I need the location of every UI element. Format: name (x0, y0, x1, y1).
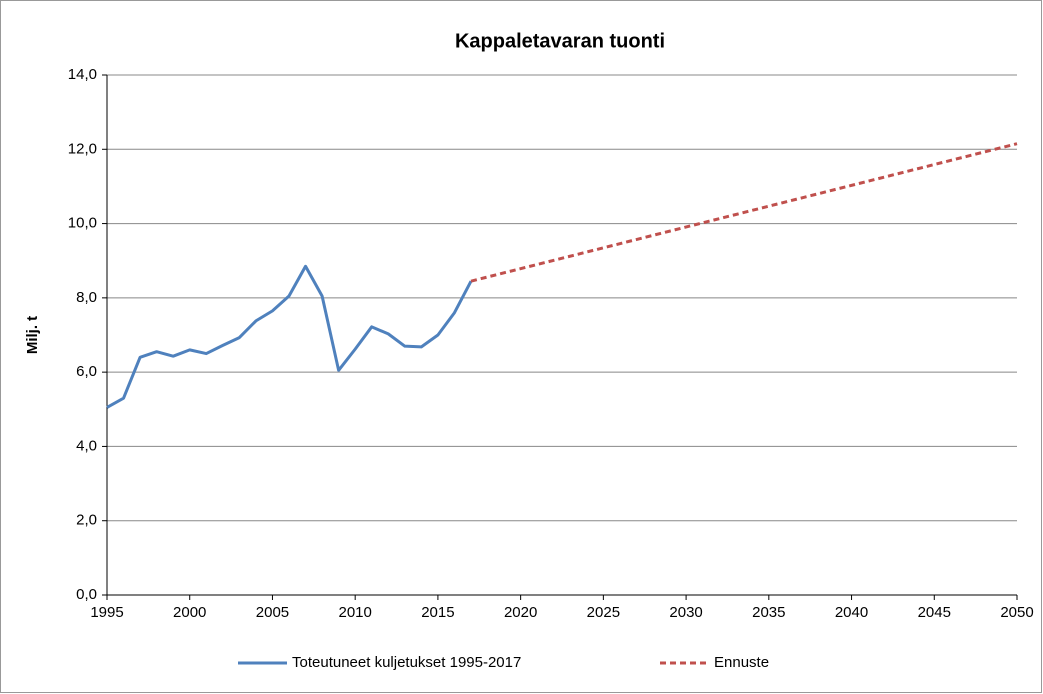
x-tick-label: 2025 (587, 604, 620, 621)
y-tick-label: 8,0 (76, 289, 97, 306)
y-tick-label: 6,0 (76, 363, 97, 380)
y-tick-label: 4,0 (76, 437, 97, 454)
x-tick-label: 2040 (835, 604, 868, 621)
chart-title: Kappaletavaran tuonti (455, 30, 665, 52)
y-tick-label: 12,0 (68, 140, 97, 157)
x-tick-label: 2005 (256, 604, 289, 621)
series-line (106, 264, 473, 409)
y-tick-label: 2,0 (76, 512, 97, 529)
x-tick-label: 2045 (918, 604, 951, 621)
x-tick-label: 1995 (90, 604, 123, 621)
y-tick-label: 10,0 (68, 215, 97, 232)
y-axis-label: Milj. t (24, 316, 41, 354)
legend-label: Toteutuneet kuljetukset 1995-2017 (292, 654, 521, 671)
series-line (470, 142, 1018, 283)
x-tick-label: 2000 (173, 604, 206, 621)
y-tick-label: 14,0 (68, 66, 97, 83)
x-tick-label: 2050 (1000, 604, 1033, 621)
x-tick-label: 2010 (338, 604, 371, 621)
x-tick-label: 2030 (669, 604, 702, 621)
y-tick-label: 0,0 (76, 586, 97, 603)
x-tick-label: 2035 (752, 604, 785, 621)
x-tick-label: 2015 (421, 604, 454, 621)
legend-label: Ennuste (714, 654, 769, 671)
x-tick-label: 2020 (504, 604, 537, 621)
